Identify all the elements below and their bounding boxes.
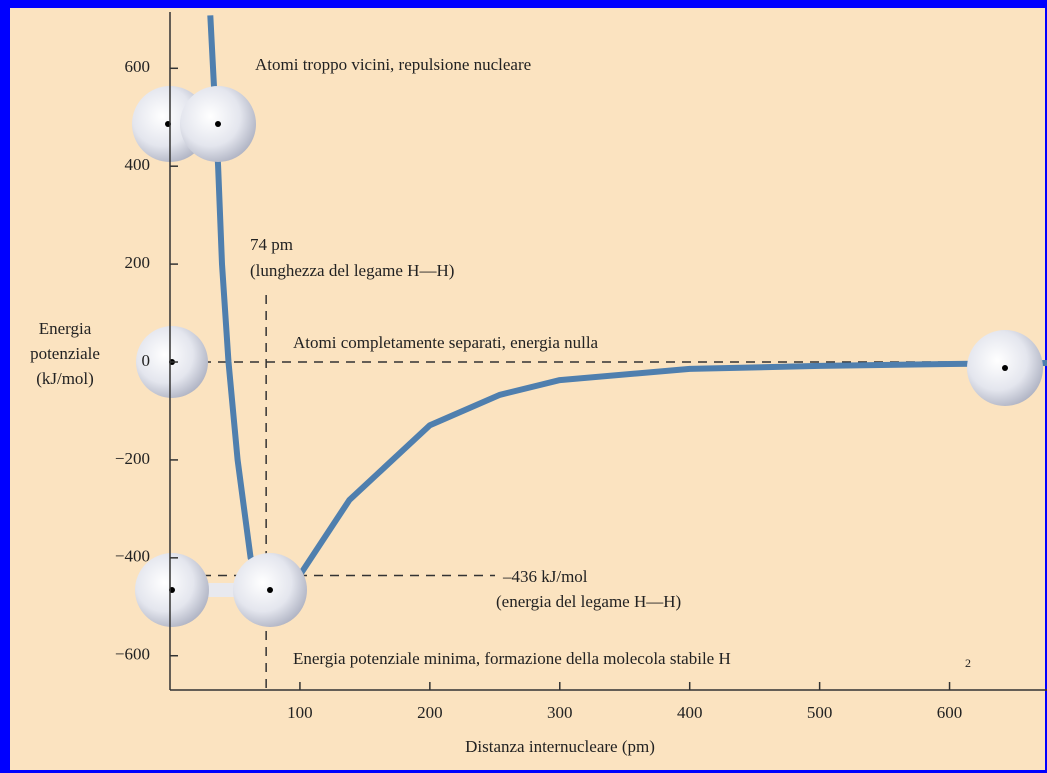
annotation: Energia potenziale minima, formazione de…: [293, 649, 731, 668]
y-tick-label: −600: [115, 645, 150, 664]
x-tick-label: 100: [287, 703, 313, 722]
x-tick-label: 400: [677, 703, 703, 722]
nucleus: [267, 587, 273, 593]
y-axis-label: Energia: [39, 319, 92, 338]
annotation: –436 kJ/mol: [502, 567, 588, 586]
chart: Distanza internucleare (pm) Energia pote…: [0, 0, 1047, 773]
annotation: 74 pm: [250, 235, 293, 254]
y-axis-label: (kJ/mol): [36, 369, 94, 388]
page: Distanza internucleare (pm) Energia pote…: [0, 0, 1047, 773]
y-tick-label: 200: [125, 253, 151, 272]
nucleus: [215, 121, 221, 127]
nucleus: [1002, 365, 1008, 371]
y-axis-label: potenziale: [30, 344, 100, 363]
annotation: (lunghezza del legame H—H): [250, 261, 454, 280]
x-tick-label: 300: [547, 703, 573, 722]
y-tick-label: −400: [115, 547, 150, 566]
annotation: (energia del legame H—H): [496, 592, 681, 611]
x-axis-label: Distanza internucleare (pm): [465, 737, 655, 756]
y-tick-label: 400: [125, 155, 151, 174]
y-tick-label: 600: [125, 57, 151, 76]
x-tick-label: 500: [807, 703, 833, 722]
y-tick-label: −200: [115, 449, 150, 468]
annotation-subscript: 2: [965, 656, 971, 670]
x-tick-label: 600: [937, 703, 963, 722]
annotation: Atomi completamente separati, energia nu…: [293, 333, 599, 352]
annotation: Atomi troppo vicini, repulsione nucleare: [255, 55, 531, 74]
x-tick-label: 200: [417, 703, 443, 722]
y-tick-label: 0: [142, 351, 151, 370]
